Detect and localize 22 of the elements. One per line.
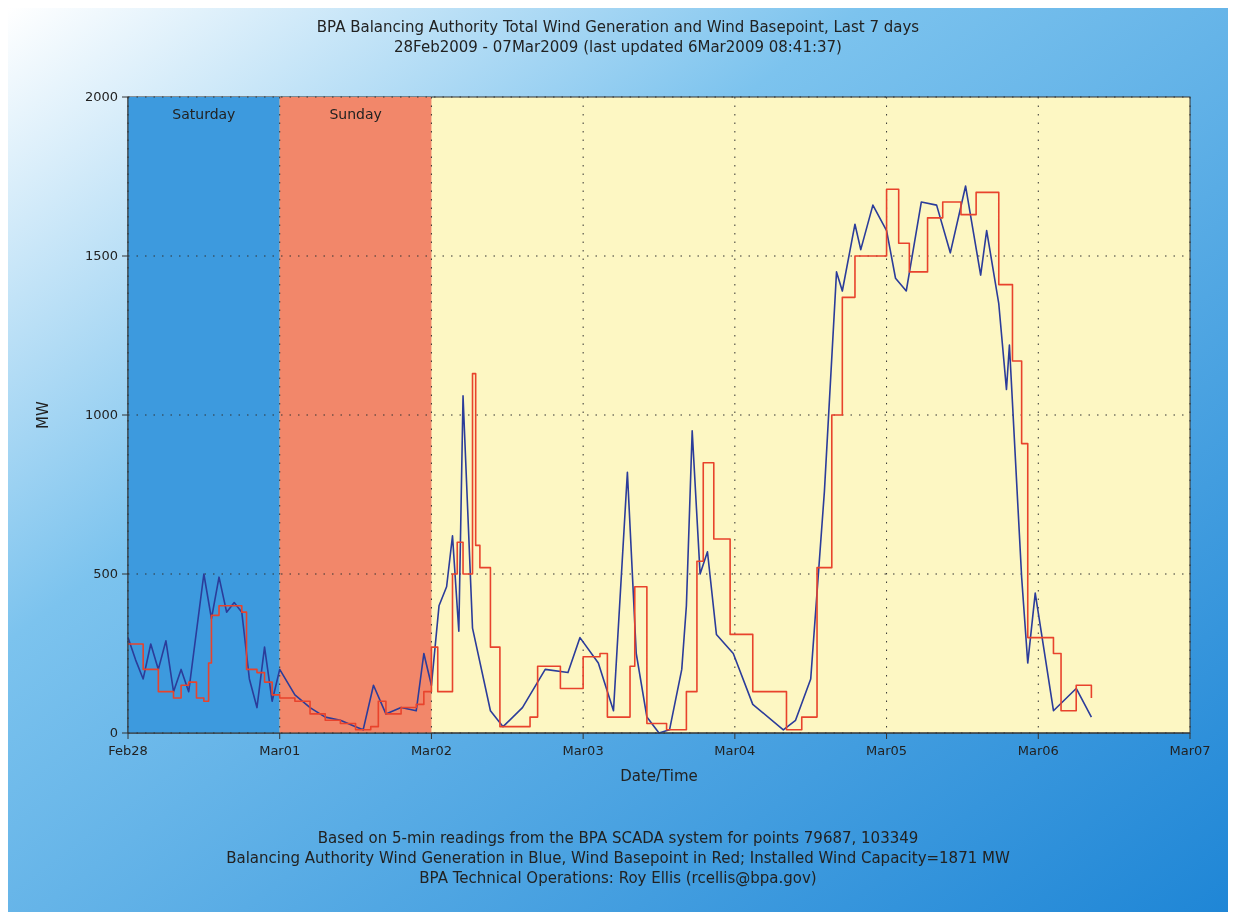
y-tick-label: 500 [93,566,118,581]
y-tick-label: 0 [109,725,118,740]
text: BPA Technical Operations: Roy Ellis (rcellis@bpa.gov) [419,869,817,887]
y-tick-label: 2000 [84,89,118,104]
x-tick-label: Mar06 [1017,743,1059,758]
x-tick-label: Mar05 [866,743,908,758]
chart-title: BPA Balancing Authority Total Wind Generation and Wind Basepoint, Last 7 days [316,18,920,36]
text: Balancing Authority Wind Generation in Blue, Wind Basepoint in Red; Installed Wind Capacity=1871 MW [226,849,1010,867]
text: Based on 5-min readings from the BPA SCADA system for points 79687, 103349 [317,829,919,847]
x-tick-label: Mar04 [714,743,756,758]
x-tick-label: Mar02 [410,743,452,758]
y-axis-title: MW [34,400,52,429]
x-tick-label: Mar07 [1169,743,1211,758]
x-tick-label: Mar01 [259,743,301,758]
band-label: Sunday [329,106,382,122]
band-label: Saturday [172,106,236,122]
chart-subtitle: 28Feb2009 - 07Mar2009 (last updated 6Mar2009 08:41:37) [394,38,842,56]
y-tick-label: 1000 [84,407,118,422]
x-tick-label: Mar03 [562,743,604,758]
x-axis-title: Date/Time [620,767,698,785]
x-tick-label: Feb28 [108,743,148,758]
y-tick-label: 1500 [84,248,118,263]
